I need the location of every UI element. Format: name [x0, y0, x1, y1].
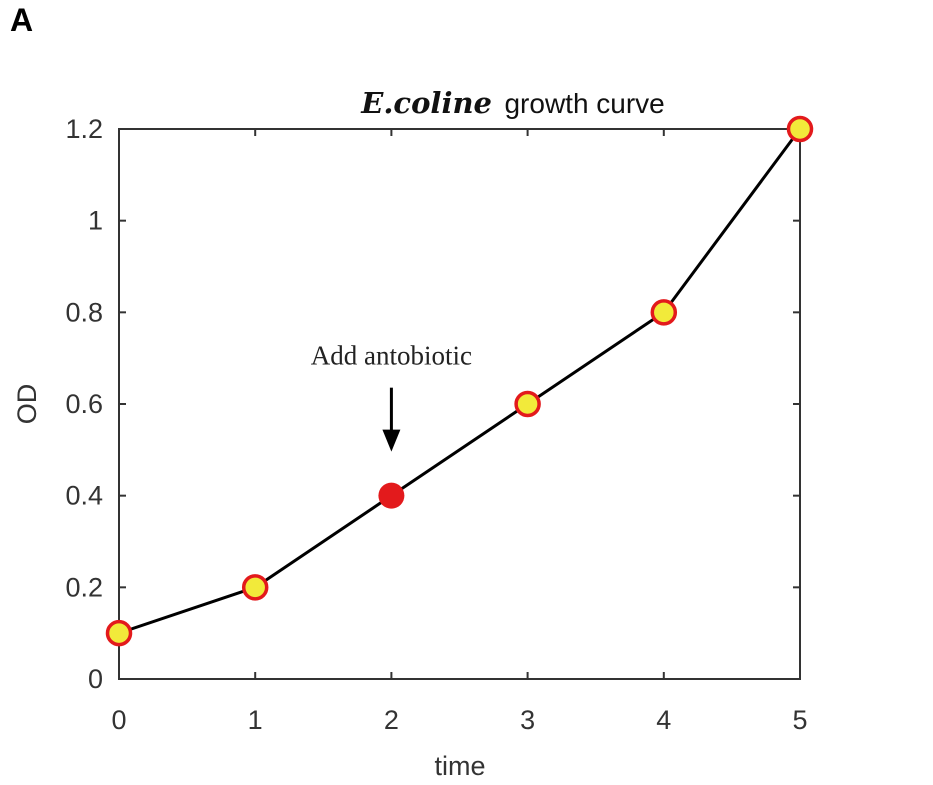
x-tick-label: 2 — [384, 705, 399, 735]
x-tick-label: 4 — [656, 705, 671, 735]
y-axis-label: OD — [12, 384, 42, 425]
data-point — [650, 299, 678, 326]
data-point-highlighted — [378, 482, 405, 509]
annotation-text: Add antobiotic — [311, 341, 472, 371]
y-tick-label: 0.2 — [65, 572, 103, 602]
x-axis-label: time — [434, 751, 485, 781]
chart-title-text: growth curve — [504, 88, 664, 119]
y-tick-label: 0.4 — [65, 481, 103, 511]
data-point — [514, 390, 541, 418]
x-tick-label: 3 — [520, 705, 535, 735]
y-tick-label: 0.8 — [65, 297, 103, 327]
panel-label: A — [10, 2, 33, 38]
annotation-arrow-icon — [382, 429, 401, 452]
y-tick-label: 1 — [88, 206, 103, 236]
x-tick-label: 5 — [792, 705, 807, 735]
y-tick-label: 1.2 — [65, 114, 103, 144]
data-point — [241, 574, 269, 601]
y-tick-label: 0 — [88, 664, 103, 694]
y-axis-ticks: 0 0.2 0.4 0.6 0.8 1 1.2 — [65, 114, 800, 694]
x-tick-label: 1 — [248, 705, 263, 735]
series-markers — [105, 115, 814, 647]
series-line — [118, 128, 802, 635]
data-point — [786, 115, 814, 143]
data-point — [105, 619, 133, 647]
annotation: Add antobiotic — [311, 341, 472, 452]
x-axis-ticks: 0 1 2 3 4 5 — [111, 129, 808, 735]
chart-title: E.coline growth curve — [360, 86, 665, 120]
y-tick-label: 0.6 — [65, 389, 103, 419]
plot-area-frame — [118, 128, 801, 680]
chart-title-organism: E.coline — [360, 86, 492, 120]
x-tick-label: 0 — [111, 705, 126, 735]
